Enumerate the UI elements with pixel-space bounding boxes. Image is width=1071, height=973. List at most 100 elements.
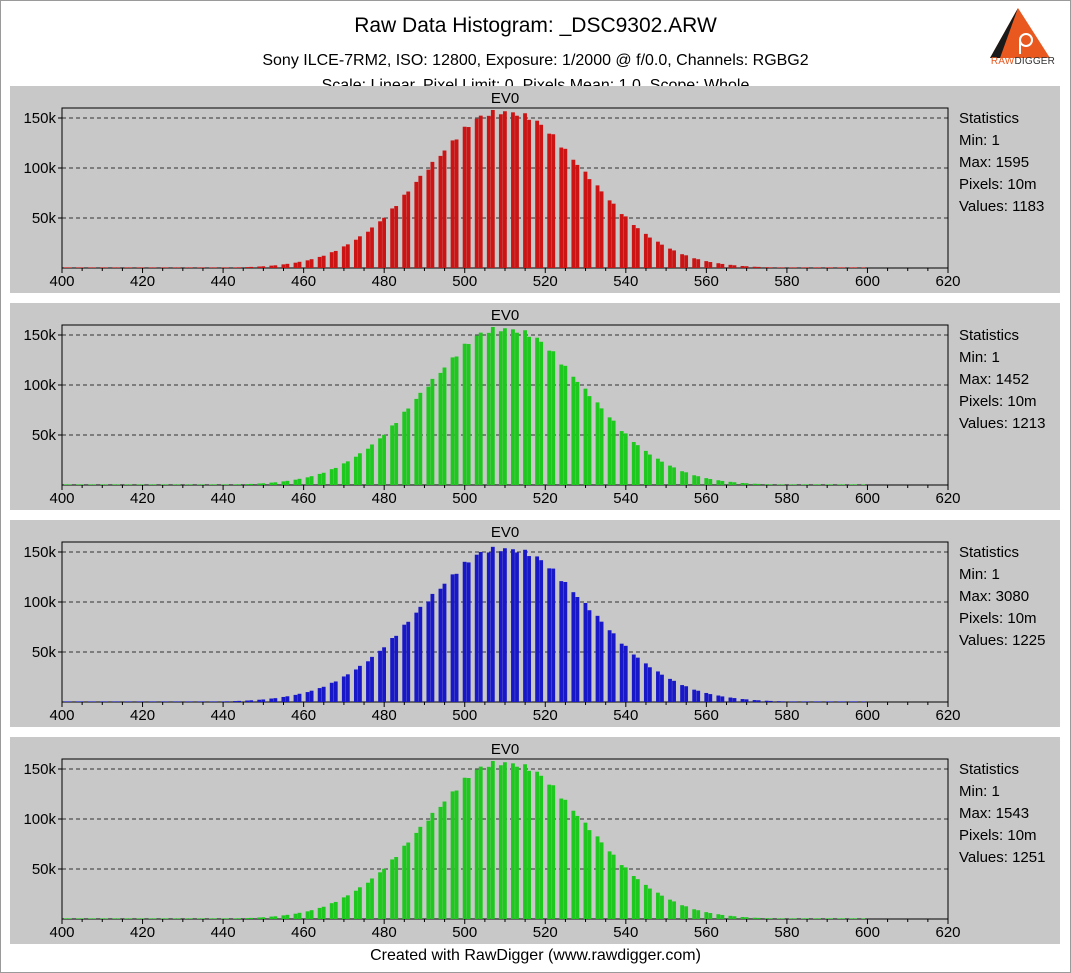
histogram-bar [728,697,733,702]
histogram-bar [285,480,290,485]
histogram-bar [345,461,350,485]
histogram-bar [438,806,443,919]
stats-values: Values: 1183 [959,198,1045,215]
histogram-bar [148,267,153,268]
histogram-bar [237,918,242,919]
x-tick-label: 460 [291,707,316,724]
histogram-bar [128,918,133,919]
histogram-bar [188,918,193,919]
x-tick-label: 580 [774,924,799,941]
histogram-bar [92,484,97,485]
histogram-bar [668,678,672,702]
histogram-bar [704,692,709,702]
histogram-bar [249,700,254,702]
histogram-bar [716,695,721,702]
rawdigger-logo-icon [990,8,1050,58]
histogram-bar [708,262,713,268]
histogram-bar [148,484,153,485]
histogram-bar [305,911,310,919]
histogram-bar [539,560,544,702]
x-tick-label: 400 [49,707,74,724]
histogram-bar [442,150,447,268]
stats-values: Values: 1213 [959,415,1046,432]
histogram-bar [660,674,664,702]
y-tick-label: 100k [23,811,56,828]
histogram-bar [76,918,80,919]
histogram-bar [176,701,181,702]
histogram-bar [293,913,298,919]
histogram-bar [249,917,254,919]
histogram-bar [841,484,846,485]
histogram-bar [817,701,821,702]
histogram-bar [788,918,793,919]
histogram-bar [333,467,338,485]
histogram-bar [160,267,165,268]
histogram-bar [450,140,455,268]
histogram-bar [261,266,266,268]
histogram-bar [502,111,507,268]
histogram-bar [80,267,84,268]
histogram-bar [124,484,129,485]
histogram-bar [668,248,672,268]
histogram-bar [523,113,527,268]
histogram-bar [660,244,664,268]
histogram-bar [196,267,201,268]
histogram-bar [430,593,435,702]
histogram-bar [861,918,866,919]
histogram-bar [780,701,785,702]
stats-pixels: Pixels: 10m [959,393,1037,410]
histogram-bar [801,918,805,919]
x-tick-label: 540 [613,273,638,290]
histogram-bar [668,465,672,485]
histogram-bar [164,701,169,702]
histogram-bar [559,364,564,485]
rawdigger-logo-text: RAWDIGGER [990,56,1056,67]
histogram-bar [454,139,459,268]
histogram-bar [333,250,338,268]
histogram-bar [164,484,169,485]
x-tick-label: 420 [130,924,155,941]
x-tick-label: 580 [774,273,799,290]
x-tick-label: 520 [533,924,558,941]
histogram-bar [752,917,757,919]
histogram-bar [527,556,531,702]
histogram-chart-b: EV0 50k 100k 150k 400 420 440 460 480 500 520 540 56… [23,524,960,724]
x-tick-label: 460 [291,924,316,941]
histogram-bar [152,701,157,702]
histogram-bar [768,700,773,702]
histogram-bar [309,476,314,485]
histogram-bar [696,690,701,702]
histogram-bar [853,701,858,702]
histogram-bar [692,475,697,485]
x-tick-label: 400 [49,490,74,507]
stats-min: Min: 1 [959,349,1000,366]
histogram-bar [853,918,858,919]
histogram-bar [297,693,302,702]
histogram-bar [438,372,443,485]
x-tick-label: 420 [130,707,155,724]
histogram-bar [353,456,358,485]
histogram-bar [692,909,697,919]
histogram-bar [672,901,676,919]
histogram-bar [752,266,757,268]
histogram-bar [607,851,612,919]
histogram-bar [321,255,326,268]
histogram-bar [631,876,636,919]
histogram-bar [454,356,459,485]
histogram-bar [647,888,652,919]
histogram-bar [511,763,515,919]
histogram-bar [486,115,491,268]
histogram-bar [498,765,503,919]
histogram-bar [704,478,709,485]
histogram-bar [454,790,459,919]
histogram-bar [345,674,350,702]
histogram-bar [394,635,399,702]
histogram-bar [200,701,205,702]
histogram-bar [317,688,322,702]
histogram-bar [740,699,745,702]
histogram-bar [551,568,556,702]
histogram-bar [780,484,785,485]
histogram-bar [358,665,362,702]
histogram-bar [136,484,141,485]
histogram-bar [297,912,302,919]
